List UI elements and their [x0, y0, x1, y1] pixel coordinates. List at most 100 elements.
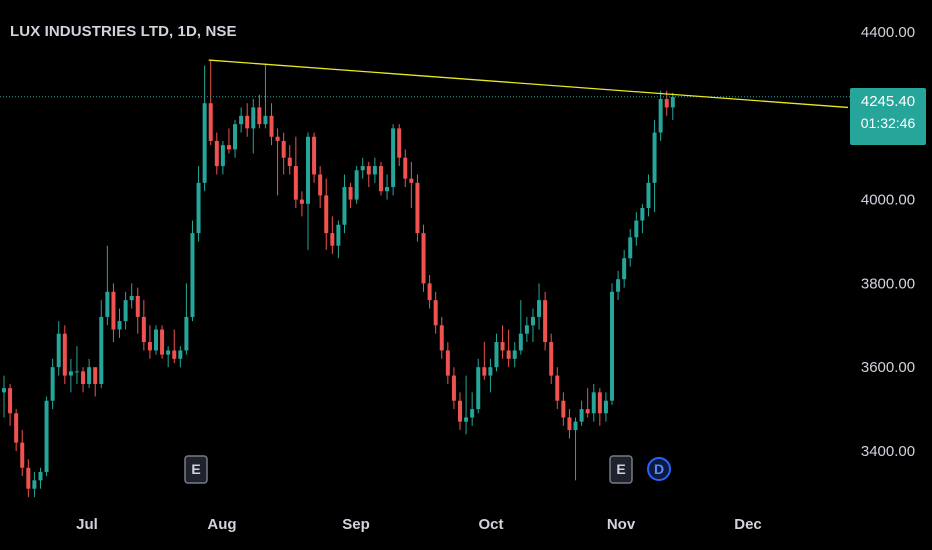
candle [652, 119, 657, 213]
candle [488, 358, 493, 393]
earnings-marker-label: E [191, 461, 200, 477]
candle-body [427, 283, 432, 301]
time-tick-label: Jul [76, 516, 98, 533]
candle [2, 375, 6, 418]
candle [530, 308, 535, 343]
candle-body [366, 166, 371, 175]
candle [403, 149, 408, 188]
dividend-marker[interactable]: D [647, 457, 671, 481]
candle [214, 132, 219, 175]
candle [397, 124, 402, 167]
candle-body [190, 233, 195, 317]
candle [251, 99, 256, 154]
candle [385, 174, 390, 200]
candle-body [391, 128, 396, 188]
candle-body [62, 333, 67, 376]
earnings-marker-label: E [616, 461, 625, 477]
candle-body [506, 350, 511, 359]
candle [427, 275, 432, 309]
time-tick-label: Dec [734, 516, 762, 533]
candle-body [233, 124, 238, 150]
candle [634, 212, 639, 246]
candle [597, 388, 602, 426]
candle [26, 459, 31, 498]
candle-body [135, 295, 140, 317]
candle [281, 132, 286, 175]
candle [664, 90, 669, 116]
candle [220, 140, 225, 175]
candle [62, 325, 67, 384]
earnings-marker[interactable]: E [184, 455, 208, 484]
candle [372, 157, 377, 183]
candle-body [226, 145, 231, 150]
candle [117, 308, 122, 338]
candle [567, 409, 572, 439]
trendline[interactable] [208, 59, 849, 109]
candle [512, 342, 517, 368]
candle [226, 128, 231, 154]
candle-body [658, 99, 663, 133]
bar-countdown-label: 01:32:46 [860, 115, 916, 131]
candle-body [482, 367, 487, 376]
candle [299, 191, 304, 217]
candle-body [81, 371, 86, 384]
earnings-marker[interactable]: E [609, 455, 633, 484]
candle-body [397, 128, 402, 158]
candle [451, 367, 456, 410]
candle-body [372, 166, 377, 175]
candle [603, 392, 608, 422]
candle [494, 333, 499, 372]
candle-body [330, 233, 335, 246]
candle [123, 291, 128, 330]
candle [56, 321, 61, 376]
candle [324, 178, 329, 250]
candle [415, 174, 420, 242]
candle [93, 367, 98, 397]
candle [184, 283, 189, 355]
last-price-badge: 4245.40 01:32:46 [850, 88, 926, 145]
candle-body [166, 350, 171, 355]
candle-body [312, 136, 317, 175]
candle [87, 358, 92, 389]
candle [208, 60, 213, 146]
candle [555, 367, 560, 410]
candle [318, 166, 323, 208]
candle-body [184, 316, 189, 351]
candle-body [610, 291, 614, 401]
candle-body [306, 136, 310, 204]
candle [245, 103, 250, 137]
candle [141, 300, 146, 351]
candle-body [342, 187, 347, 225]
candle [445, 342, 450, 384]
candle-body [348, 187, 353, 200]
candle [561, 392, 566, 426]
candle-body [378, 166, 383, 192]
candle-body [129, 295, 134, 301]
candle [573, 417, 578, 481]
candle-body [464, 417, 469, 422]
candle [239, 107, 244, 133]
price-axis[interactable]: 4400.00 4000.00 3800.00 3600.00 3400.00 [861, 24, 915, 460]
candle [610, 283, 614, 405]
candle-body [561, 400, 566, 418]
candle [549, 333, 554, 384]
candle [464, 375, 469, 435]
candle [99, 300, 104, 389]
candle [287, 145, 292, 175]
candle [640, 203, 645, 234]
candle-body [281, 140, 286, 158]
candle [111, 283, 116, 343]
candle-body [293, 166, 298, 200]
candle-body [445, 350, 450, 376]
candle-body [202, 103, 207, 183]
candle-body [208, 103, 213, 141]
candle [306, 132, 310, 250]
candle [421, 224, 426, 292]
candle-body [470, 409, 475, 418]
candle-body [518, 333, 523, 351]
candle [74, 346, 79, 384]
candle-body [500, 342, 505, 351]
time-axis[interactable]: Jul Aug Sep Oct Nov Dec [76, 516, 762, 533]
candle [476, 358, 481, 414]
